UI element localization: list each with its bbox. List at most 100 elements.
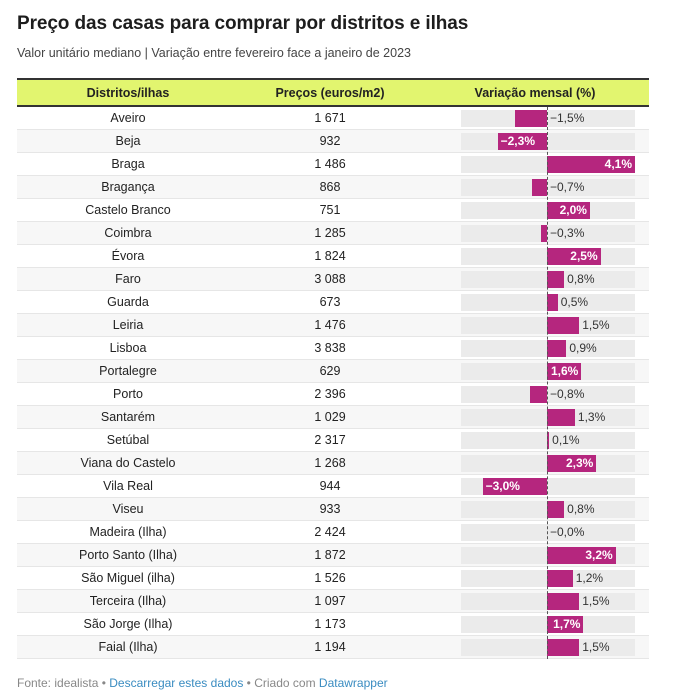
price-value: 868 [319, 180, 341, 194]
price-value: 1 194 [314, 640, 346, 654]
change-bar-track: −3,0% [461, 478, 635, 495]
price-value: 1 526 [314, 571, 346, 585]
change-bar [547, 616, 584, 633]
change-bar-track: 1,6% [461, 363, 635, 380]
table-row: Terceira (Ilha) 1 097 1,5% [17, 590, 649, 613]
district-name: Porto [113, 387, 143, 401]
change-bar-track: 2,3% [461, 455, 635, 472]
price-value: 1 824 [314, 249, 346, 263]
table-row: Lisboa 3 838 0,9% [17, 337, 649, 360]
district-name: Setúbal [106, 433, 150, 447]
table-row: Braga 1 486 4,1% [17, 153, 649, 176]
footer: Fonte: idealista • Descarregar estes dad… [17, 676, 388, 690]
column-header-district[interactable]: Distritos/ilhas [86, 85, 170, 100]
price-value: 1 029 [314, 410, 346, 424]
change-bar-track: 2,0% [461, 202, 635, 219]
price-value: 3 838 [314, 341, 346, 355]
change-bar-track: 0,9% [461, 340, 635, 357]
district-name: Faial (Ilha) [98, 640, 158, 654]
table-row: Santarém 1 029 1,3% [17, 406, 649, 429]
district-name: Santarém [100, 410, 156, 424]
district-name: Terceira (Ilha) [89, 594, 167, 608]
price-value: 1 486 [314, 157, 346, 171]
change-bar-track: 0,1% [461, 432, 635, 449]
change-label: 1,5% [582, 594, 610, 608]
change-bar [547, 547, 616, 564]
change-bar-track: 0,5% [461, 294, 635, 311]
change-bar [547, 593, 580, 610]
district-name: Lisboa [109, 341, 147, 355]
price-value: 629 [319, 364, 341, 378]
district-name: Aveiro [110, 111, 146, 125]
change-bar [547, 271, 565, 288]
change-bar [547, 570, 573, 587]
table-body: Aveiro 1 671 −1,5% Beja 932 −2,3% Braga 1 486 4,… [17, 107, 649, 659]
change-bar [482, 478, 547, 495]
datawrapper-link[interactable]: Datawrapper [318, 676, 388, 690]
price-value: 1 285 [314, 226, 346, 240]
price-value: 932 [319, 134, 341, 148]
source-text: Fonte: idealista [17, 676, 99, 690]
table-row: Viseu 933 0,8% [17, 498, 649, 521]
price-value: 1 173 [314, 617, 346, 631]
change-label: 0,8% [567, 502, 595, 516]
table-row: São Miguel (ilha) 1 526 1,2% [17, 567, 649, 590]
district-name: Viana do Castelo [80, 456, 176, 470]
change-bar [547, 409, 575, 426]
change-bar [514, 110, 547, 127]
table-row: Castelo Branco 751 2,0% [17, 199, 649, 222]
change-bar [547, 248, 601, 265]
change-bar [540, 225, 547, 242]
created-with-text: • Criado com [243, 676, 319, 690]
price-value: 2 396 [314, 387, 346, 401]
price-value: 1 671 [314, 111, 346, 125]
table-row: Vila Real 944 −3,0% [17, 475, 649, 498]
table-row: Portalegre 629 1,6% [17, 360, 649, 383]
change-bar [547, 156, 635, 173]
table-row: Coimbra 1 285 −0,3% [17, 222, 649, 245]
district-name: São Miguel (ilha) [81, 571, 175, 585]
table-row: Évora 1 824 2,5% [17, 245, 649, 268]
price-value: 3 088 [314, 272, 346, 286]
column-header-change[interactable]: Variação mensal (%) [474, 85, 596, 100]
table-row: Faial (Ilha) 1 194 1,5% [17, 636, 649, 659]
table-row: Guarda 673 0,5% [17, 291, 649, 314]
change-bar [547, 317, 580, 334]
district-name: Guarda [107, 295, 149, 309]
change-bar [547, 639, 580, 656]
price-value: 944 [319, 479, 341, 493]
table-row: São Jorge (Ilha) 1 173 1,7% [17, 613, 649, 636]
change-label: 3,2% [585, 548, 613, 562]
change-bar-track: −2,3% [461, 133, 635, 150]
change-bar [547, 340, 567, 357]
change-label: 0,9% [569, 341, 597, 355]
price-value: 2 317 [314, 433, 346, 447]
change-label: −0,3% [550, 226, 585, 240]
change-label: 0,5% [560, 295, 589, 309]
zero-line [547, 107, 548, 659]
change-label: 4,1% [604, 157, 632, 171]
district-name: Leiria [112, 318, 144, 332]
change-label: 2,3% [566, 456, 594, 470]
change-bar [529, 386, 547, 403]
district-name: Bragança [101, 180, 155, 194]
column-header-price[interactable]: Preços (euros/m2) [275, 85, 385, 100]
change-bar-track: 1,5% [461, 593, 635, 610]
table-row: Aveiro 1 671 −1,5% [17, 107, 649, 130]
price-value: 1 097 [314, 594, 346, 608]
change-bar-track: 1,2% [461, 570, 635, 587]
price-value: 2 424 [314, 525, 346, 539]
change-label: 0,8% [567, 272, 595, 286]
table-row: Porto Santo (Ilha) 1 872 3,2% [17, 544, 649, 567]
chart-title: Preço das casas para comprar por distrit… [17, 13, 469, 34]
change-label: 2,5% [570, 249, 598, 263]
change-bar [547, 363, 582, 380]
change-label: 1,5% [582, 318, 610, 332]
change-label: −1,5% [550, 111, 585, 125]
table-row: Setúbal 2 317 0,1% [17, 429, 649, 452]
change-bar-track: 4,1% [461, 156, 635, 173]
footer-separator: • [98, 676, 110, 690]
change-label: 1,7% [553, 617, 581, 631]
download-data-link[interactable]: Descarregar estes dados [109, 676, 244, 690]
change-bar-track: −1,5% [461, 110, 635, 127]
